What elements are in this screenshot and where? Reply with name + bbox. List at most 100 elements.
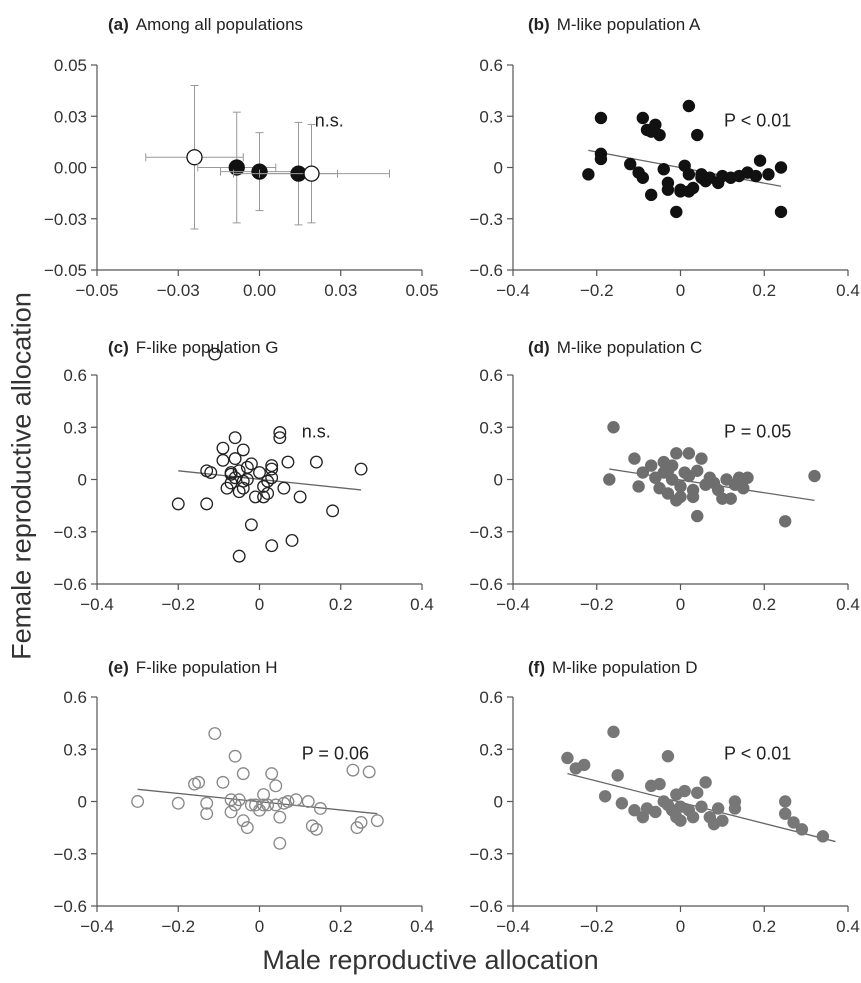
- data-point: [273, 836, 287, 850]
- data-point: [232, 793, 246, 807]
- y-tick-label: 0.3: [479, 107, 503, 126]
- data-point: [628, 452, 641, 465]
- trend-line: [178, 470, 362, 491]
- y-tick-label: 0.3: [479, 418, 503, 437]
- data-point: [277, 481, 291, 495]
- data-point: [607, 421, 620, 434]
- panel-title: (e) F-like population H: [108, 658, 278, 677]
- x-tick-label: 0.4: [836, 595, 860, 614]
- data-point: [289, 793, 303, 807]
- data-point: [228, 431, 242, 445]
- y-axis-label: Female reproductive allocation: [6, 292, 37, 660]
- data-point: [674, 480, 687, 493]
- data-point: [728, 802, 742, 815]
- y-tick-label: 0.6: [479, 366, 503, 385]
- panel-letter: (c): [108, 338, 129, 357]
- y-tick-label: 0.3: [479, 740, 503, 759]
- y-tick-label: −0.6: [53, 575, 87, 594]
- data-point: [326, 504, 340, 518]
- x-tick-label: 0.4: [410, 595, 434, 614]
- data-point: [808, 469, 821, 483]
- y-tick-label: 0.00: [54, 159, 87, 178]
- y-tick-label: 0.6: [63, 688, 87, 707]
- y-tick-label: −0.6: [469, 897, 503, 916]
- data-point: [624, 157, 637, 171]
- x-tick-label: 0: [255, 917, 264, 936]
- data-point: [686, 181, 700, 195]
- panel-title: (f) M-like population D: [528, 658, 698, 677]
- data-point: [636, 171, 650, 184]
- data-point: [787, 816, 800, 829]
- data-point: [273, 431, 287, 445]
- data-point: [248, 490, 262, 504]
- data-point: [695, 800, 708, 813]
- y-tick-label: 0: [494, 793, 503, 812]
- significance-label: P = 0.05: [724, 422, 791, 442]
- x-tick-label: −0.2: [161, 595, 195, 614]
- panel-title: (a) Among all populations: [108, 15, 303, 34]
- panel-title-text: M-like population C: [557, 338, 703, 357]
- data-point: [582, 168, 595, 181]
- panel-title: (b) M-like population A: [528, 15, 701, 34]
- data-point: [204, 466, 218, 479]
- data-point: [224, 805, 238, 819]
- data-point: [644, 459, 658, 472]
- data-point: [724, 492, 737, 505]
- panel-title-text: M-like population D: [552, 658, 698, 677]
- data-point: [240, 460, 254, 474]
- data-point: [305, 819, 319, 833]
- data-point: [273, 810, 287, 824]
- y-tick-label: −0.3: [469, 210, 503, 229]
- data-point: [216, 775, 230, 789]
- data-point: [265, 539, 279, 553]
- data-point: [228, 749, 242, 763]
- data-point: [236, 814, 250, 828]
- data-point: [354, 815, 368, 829]
- data-point: [236, 443, 250, 457]
- data-point: [244, 457, 258, 471]
- data-point: [778, 795, 792, 808]
- data-point: [628, 804, 641, 817]
- data-point: [236, 481, 250, 495]
- panel-title-text: Among all populations: [136, 15, 303, 34]
- data-point: [632, 480, 645, 493]
- panel-e: (e) F-like population H 0.6 0.3 0 −0.3 −0.6 −0.…: [53, 658, 433, 936]
- data-point: [261, 798, 275, 812]
- data-point: [598, 790, 612, 803]
- data-point: [649, 805, 662, 819]
- significance-label: n.s.: [302, 422, 331, 442]
- significance-label: P = 0.06: [302, 744, 369, 764]
- x-tick-label: 0.03: [324, 281, 357, 300]
- panel-letter: (a): [108, 15, 129, 34]
- data-point: [661, 183, 675, 196]
- data-point: [281, 455, 295, 469]
- x-tick-label: −0.2: [161, 917, 195, 936]
- y-tick-label: −0.6: [53, 897, 87, 916]
- data-point: [362, 765, 376, 779]
- x-tick-label: −0.4: [496, 595, 530, 614]
- data-point: [774, 161, 788, 174]
- x-tick-label: 0.2: [752, 595, 776, 614]
- data-point: [682, 447, 696, 460]
- y-tick-label: −0.3: [53, 845, 87, 864]
- y-tick-label: 0.3: [63, 740, 87, 759]
- data-point: [691, 464, 704, 477]
- panel-title-text: M-like population A: [557, 15, 701, 34]
- x-tick-label: 0.4: [410, 917, 434, 936]
- panel-letter: (d): [528, 338, 550, 357]
- x-tick-label: −0.4: [80, 595, 114, 614]
- data-point: [691, 786, 704, 799]
- y-axis-label-container: Female reproductive allocation: [2, 0, 42, 983]
- data-point: [691, 128, 704, 142]
- data-point: [670, 447, 683, 460]
- x-tick-label: 0.05: [405, 281, 438, 300]
- data-point: [269, 779, 283, 793]
- y-tick-label: −0.3: [53, 523, 87, 542]
- data-point: [265, 767, 279, 781]
- panel-c: (c) F-like population G0.60.30−0.3−0.6−0.…: [53, 338, 433, 614]
- x-tick-label: −0.2: [580, 917, 614, 936]
- data-point: [171, 796, 185, 810]
- data-point: [281, 795, 295, 808]
- data-point: [208, 347, 222, 361]
